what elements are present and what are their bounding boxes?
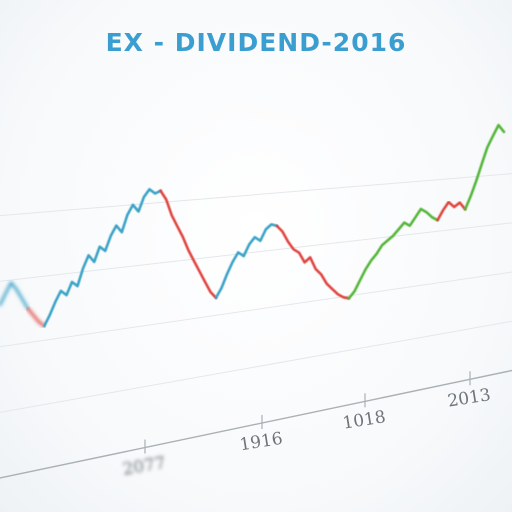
x-axis	[0, 369, 512, 479]
x-tick-labels: 2077 1916 1018 2013	[121, 371, 492, 480]
chart-title: EX - DIVIDEND-2016	[105, 28, 407, 57]
x-tick-label: 2077	[121, 453, 167, 480]
series-segment-down-red	[26, 307, 46, 328]
grid-line	[0, 271, 512, 348]
series-segment-up-green	[463, 123, 506, 211]
series-segment-up-blue	[214, 223, 279, 300]
series-segment-up-blue	[0, 281, 30, 310]
grid-lines	[0, 173, 512, 413]
grid-line	[0, 222, 512, 282]
x-tick-label: 1916	[238, 429, 284, 456]
series-segment-down-red	[275, 224, 351, 300]
series-segment-down-red	[436, 200, 467, 222]
series-segment-up-blue	[42, 188, 162, 328]
x-tick-label: 1018	[341, 407, 387, 434]
series-segment-down-red	[159, 189, 218, 300]
grid-line	[0, 320, 512, 413]
grid-line	[0, 173, 512, 217]
series-segment-up-green	[347, 207, 439, 300]
x-axis-line	[0, 369, 512, 479]
x-tick-label: 2013	[446, 385, 492, 412]
price-series	[0, 123, 506, 328]
